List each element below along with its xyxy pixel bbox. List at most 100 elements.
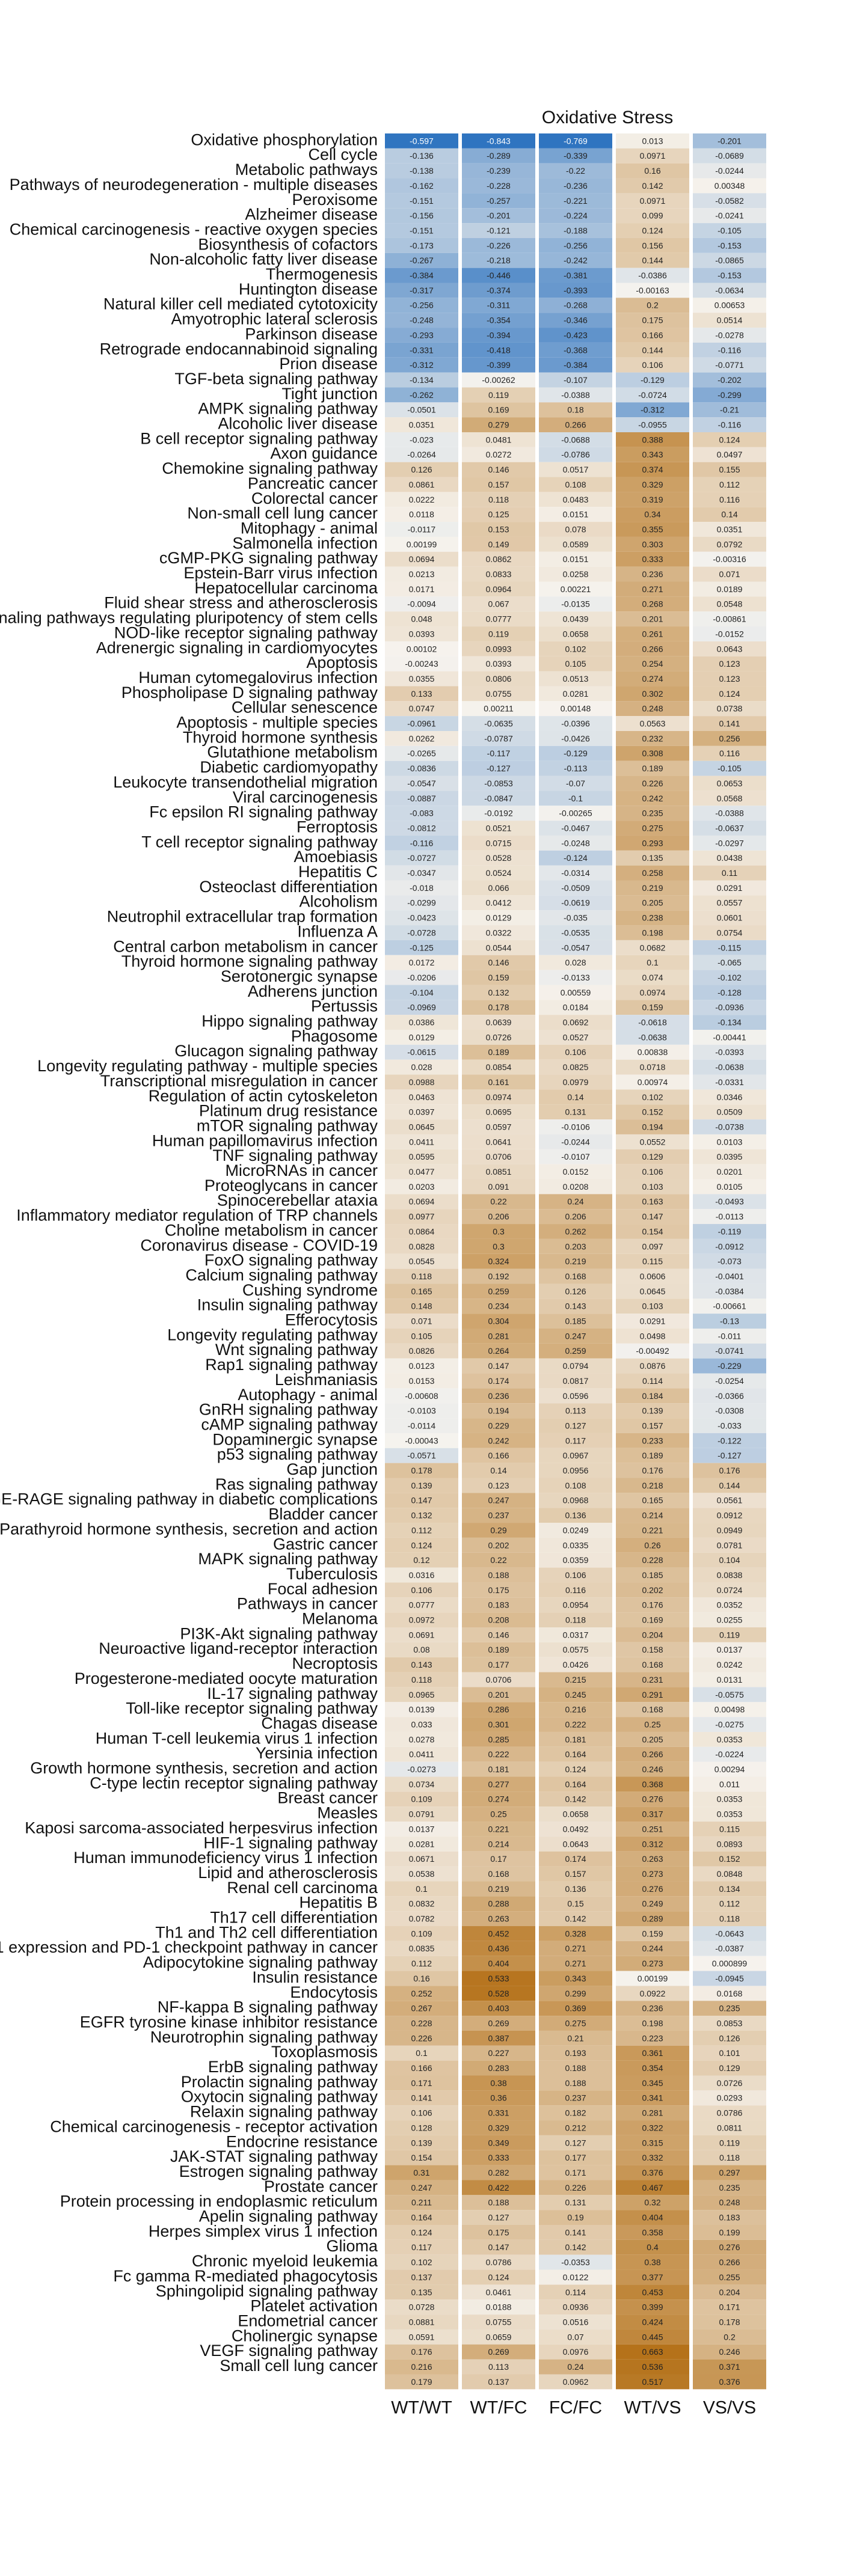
cell-value: 0.104 — [719, 1555, 740, 1565]
heatmap-cell — [693, 806, 766, 821]
cell-value: 0.231 — [642, 1675, 663, 1684]
cell-value: 0.399 — [642, 2302, 663, 2312]
heatmap-cell — [616, 252, 689, 268]
heatmap-cell — [385, 2075, 458, 2091]
cell-value: 0.141 — [719, 719, 740, 729]
heatmap-cell — [616, 865, 689, 881]
heatmap-cell — [385, 671, 458, 687]
cell-value: 0.201 — [488, 1690, 509, 1699]
heatmap-cell — [693, 1597, 766, 1613]
cell-value: 0.214 — [488, 1839, 509, 1849]
cell-value: 0.1 — [647, 958, 659, 967]
cell-value: 0.000899 — [712, 1959, 748, 1968]
cell-value: 0.0658 — [563, 629, 589, 638]
cell-value: 0.176 — [719, 1466, 740, 1475]
heatmap-cell — [693, 1702, 766, 1718]
heatmap-cell — [539, 417, 612, 432]
cell-value: 0.205 — [642, 898, 663, 908]
heatmap-cell — [539, 536, 612, 552]
cell-value: 0.369 — [565, 2004, 586, 2013]
heatmap-cell — [462, 1224, 535, 1239]
heatmap-cell — [539, 2105, 612, 2121]
cell-value: 0.371 — [719, 2362, 740, 2372]
cell-value: -0.218 — [487, 255, 511, 265]
cell-value: -0.102 — [718, 973, 742, 982]
heatmap-cell — [385, 970, 458, 985]
cell-value: -0.0152 — [715, 629, 744, 638]
cell-value: -0.023 — [410, 435, 434, 444]
cell-value: 0.343 — [642, 450, 663, 459]
heatmap-cell — [462, 1478, 535, 1493]
heatmap-cell — [693, 1836, 766, 1852]
heatmap-cell — [462, 2075, 535, 2091]
heatmap-cell — [616, 1134, 689, 1149]
cell-value: -0.0493 — [715, 1197, 744, 1207]
heatmap-cell — [539, 985, 612, 1000]
heatmap-cell — [616, 477, 689, 492]
cell-value: 0.183 — [719, 2213, 740, 2223]
heatmap-cell — [462, 791, 535, 806]
cell-value: 0.0498 — [640, 1331, 666, 1341]
cell-value: 0.206 — [488, 1212, 509, 1222]
heatmap-cell — [385, 208, 458, 224]
heatmap-cell — [385, 387, 458, 403]
cell-value: -0.0615 — [407, 1047, 436, 1057]
heatmap-cell — [462, 1283, 535, 1299]
cell-value: -0.0314 — [561, 868, 590, 878]
cell-value: 0.189 — [488, 1645, 509, 1654]
cell-value: 0.242 — [488, 1436, 509, 1445]
cell-value: 0.166 — [488, 1451, 509, 1460]
heatmap-cell — [385, 1209, 458, 1225]
heatmap-cell — [385, 1836, 458, 1852]
heatmap-cell — [693, 1627, 766, 1642]
heatmap-cell — [385, 357, 458, 373]
heatmap-cell — [616, 193, 689, 209]
heatmap-cell — [385, 1508, 458, 1523]
cell-value: 0.101 — [719, 2048, 740, 2058]
cell-value: 0.0557 — [717, 898, 743, 908]
heatmap-cell — [462, 2016, 535, 2031]
cell-value: -0.128 — [718, 988, 742, 997]
heatmap-cell — [693, 1911, 766, 1926]
heatmap-cell — [462, 1822, 535, 1837]
cell-value: -0.239 — [487, 166, 511, 176]
heatmap-cell — [616, 1418, 689, 1433]
cell-value: 0.205 — [642, 1734, 663, 1744]
heatmap-cell — [616, 2030, 689, 2046]
heatmap-cell — [693, 1030, 766, 1045]
cell-value: 0.266 — [719, 2257, 740, 2267]
cell-value: -0.134 — [718, 1018, 742, 1027]
heatmap-cell — [539, 522, 612, 537]
heatmap-cell — [693, 1373, 766, 1389]
cell-value: 0.00102 — [407, 644, 437, 653]
cell-value: 0.153 — [488, 524, 509, 534]
cell-value: 0.152 — [719, 1854, 740, 1864]
cell-value: -0.0113 — [716, 1212, 744, 1222]
cell-value: 0.117 — [411, 2242, 432, 2252]
heatmap-cell — [539, 1044, 612, 1060]
cell-value: 0.106 — [411, 2108, 432, 2118]
heatmap-cell — [693, 492, 766, 507]
cell-value: 0.0591 — [409, 2332, 435, 2342]
heatmap-cell — [693, 417, 766, 432]
cell-value: 0.21 — [567, 2033, 583, 2043]
row-label: Metabolic pathways — [235, 161, 378, 179]
heatmap-cell — [462, 2030, 535, 2046]
cell-value: 0.269 — [488, 2347, 509, 2357]
cell-value: -0.13 — [720, 1317, 739, 1326]
cell-value: 0.0255 — [717, 1615, 743, 1625]
heatmap-cell — [693, 522, 766, 537]
heatmap-cell — [616, 313, 689, 328]
cell-value: -0.0728 — [407, 928, 436, 937]
row-label: Axon guidance — [270, 444, 378, 462]
heatmap-cell — [616, 1388, 689, 1404]
heatmap-cell — [616, 701, 689, 717]
cell-value: -0.018 — [410, 883, 434, 893]
cell-value: 0.00559 — [561, 988, 591, 997]
heatmap-cell — [385, 1702, 458, 1718]
cell-value: 0.126 — [719, 2033, 740, 2043]
cell-value: 0.0151 — [563, 510, 589, 519]
heatmap-cell — [385, 1597, 458, 1613]
cell-value: 0.0671 — [409, 1854, 435, 1864]
